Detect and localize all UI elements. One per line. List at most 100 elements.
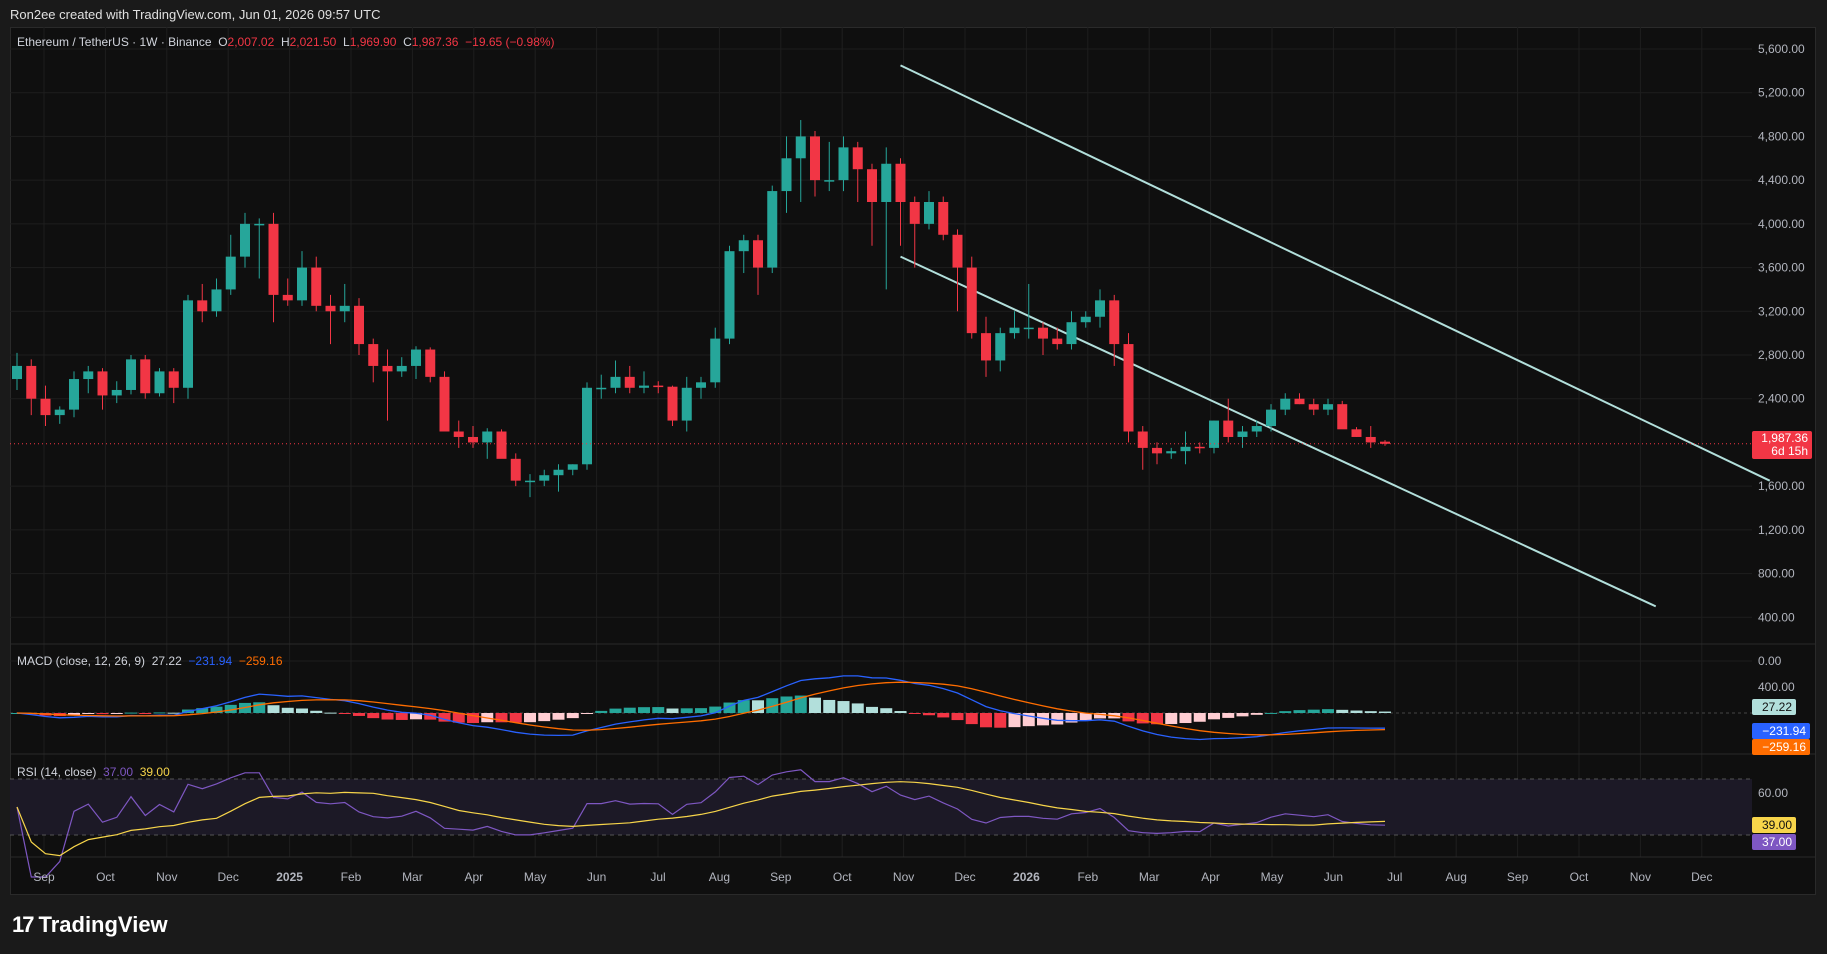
time-tick-label: Jun [1324,870,1343,884]
chart-canvas[interactable]: 400.00 60.00 0.00 400.00 800.00 1,200.00 1,6… [10,27,1816,895]
macd-histogram-bar [1165,713,1178,725]
candle-body [981,333,991,361]
rsi-legend: RSI (14, close) 37.00 39.00 [17,765,170,779]
tradingview-logo[interactable]: 17 TradingView [12,912,168,938]
candle-body [111,389,122,396]
macd-histogram-bar [737,700,750,713]
macd-histogram-bar [965,713,978,725]
macd-histogram-bar [281,707,294,713]
candle-body [439,376,450,432]
macd-histogram-bar [296,708,308,713]
candle-body [510,458,521,481]
brand-name: TradingView [38,912,168,937]
candle-body [667,386,678,421]
macd-histogram-bar [780,696,793,713]
macd-histogram-bar [1350,710,1363,713]
candle-body [1095,300,1105,317]
candle-body [97,371,108,396]
open-key: O [218,35,228,49]
macd-histogram-bar [1208,713,1220,720]
time-tick-label: Oct [1570,870,1589,884]
macd-histogram-bar [110,713,123,714]
candle-body [1351,429,1362,437]
candle-body [1209,420,1219,448]
macd-histogram-bar [1151,713,1163,725]
macd-histogram-bar [937,713,950,718]
candle-body [54,409,65,416]
rsi-tick-label: 60.00 [1758,786,1788,800]
macd-label[interactable]: MACD (close, 12, 26, 9) [17,654,146,668]
macd-histogram-bar [1379,711,1391,713]
macd-histogram-bar [82,713,95,714]
macd-histogram-bar [139,713,152,714]
time-tick-label: May [524,870,547,884]
macd-line [16,675,1386,741]
candle-body [69,379,79,410]
time-tick-label: Aug [1446,870,1467,884]
price-tick-label: 0.00 [1758,654,1782,668]
candle-body [1038,327,1048,339]
rsi-pane: 60.00 [10,769,1788,878]
grid-lines [10,27,1752,857]
candle-body [240,223,250,257]
time-tick-label: Apr [464,870,483,884]
candle-body [539,475,550,481]
countdown-badge: 6d 15h [1771,444,1808,458]
macd-histogram-bar [766,698,779,713]
candle-body [639,385,649,388]
macd-histogram-bar [1222,713,1235,718]
macd-histogram-bar [196,708,209,713]
time-tick-label: Oct [96,870,115,884]
price-badge: 1,987.36 6d 15h [1752,431,1812,459]
candle-body [297,267,307,301]
candle-body [268,223,279,295]
candle-body [995,333,1006,361]
rsi-label[interactable]: RSI (14, close) [17,765,97,779]
macd-histogram-bar [253,702,266,713]
candle-body [681,387,692,421]
candle-body [1337,404,1348,430]
macd-histogram-bar [851,703,864,713]
time-tick-label: Jul [1387,870,1402,884]
candle-body [1166,451,1177,454]
candle-body [1308,404,1319,410]
price-tick-label: 4,000.00 [1758,217,1805,231]
ohlc-legend: Ethereum / TetherUS · 1W · Binance O2,00… [17,35,555,49]
candle-body [1066,322,1077,345]
candle-body [1323,404,1333,410]
candle-body [610,376,621,388]
macd-histogram-bar [1051,713,1064,725]
macd-histogram-bar [1094,713,1106,719]
candle-body [938,202,949,235]
tradingview-mark-icon: 17 [12,912,35,937]
time-tick-label: Nov [1630,870,1651,884]
macd-histogram-bar [638,707,650,713]
macd-histogram-bar [410,713,422,720]
candle-body [282,294,293,301]
time-tick-label: Jul [650,870,665,884]
price-tick-label: 3,200.00 [1758,304,1805,318]
candle-body [83,371,94,380]
macd-pane: 400.00 [10,675,1795,741]
candle-body [1109,300,1120,345]
macd-histogram-bar [1336,709,1349,713]
symbol-label[interactable]: Ethereum / TetherUS · 1W · Binance [17,35,212,49]
pane-separators [10,643,1816,858]
time-tick-label: Nov [156,870,177,884]
candle-body [924,202,934,224]
macd-histogram-bar [794,695,807,713]
macd-histogram-bar [538,713,551,722]
candle-body [1194,446,1205,449]
candle-body [767,191,778,268]
candle-body [1080,316,1091,323]
high-key: H [280,35,290,49]
candle-body [225,256,236,290]
candle-body [653,385,664,388]
candle-body [710,338,721,383]
macd-histogram-bar [809,697,821,713]
macd-histogram-bar [224,704,237,713]
macd-histogram-bar [438,713,451,722]
candle-body [838,147,849,181]
price-tick-label: 5,600.00 [1758,42,1805,56]
macd-histogram-bar [723,702,736,713]
